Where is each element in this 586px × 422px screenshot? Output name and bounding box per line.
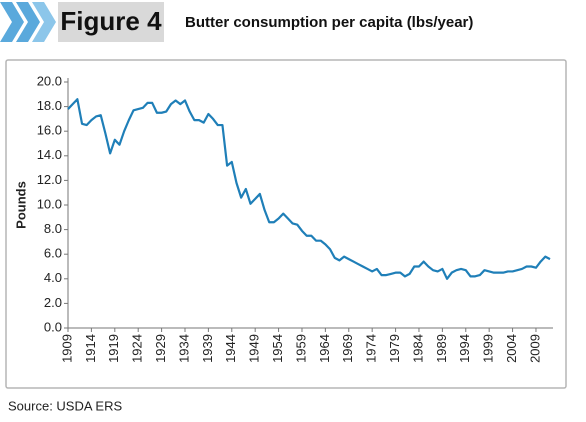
- data-line: [67, 98, 551, 280]
- x-tick-label: 1944: [223, 334, 238, 363]
- y-axis-label: Pounds: [13, 181, 28, 229]
- x-tick-label: 1969: [340, 334, 355, 363]
- source: Source: USDA ERS: [8, 398, 122, 413]
- y-tick-label: 0.0: [44, 319, 62, 334]
- figure-label-box: [58, 2, 164, 42]
- x-tick-label: 1984: [410, 334, 425, 363]
- y-tick-label: 18.0: [37, 98, 62, 113]
- chart-title: Butter consumption per capita (lbs/year): [185, 14, 473, 31]
- x-tick-label: 1989: [434, 334, 449, 363]
- x-tick-label: 1999: [481, 334, 496, 363]
- x-tick-label: 1934: [176, 334, 191, 363]
- y-tick-label: 8.0: [44, 221, 62, 236]
- x-tick-label: 1979: [387, 334, 402, 363]
- x-tick-label: 1929: [153, 334, 168, 363]
- y-tick-label: 2.0: [44, 295, 62, 310]
- x-tick-label: 1939: [200, 334, 215, 363]
- x-tick-label: 2009: [527, 334, 542, 363]
- x-tick-label: 1919: [106, 334, 121, 363]
- x-tick-label: 1909: [59, 334, 74, 363]
- x-tick-label: 1994: [457, 334, 472, 363]
- chart-frame: [5, 59, 567, 389]
- y-tick-label: 12.0: [37, 172, 62, 187]
- figure-label: Figure 4: [60, 6, 162, 36]
- x-tick-label: 1974: [364, 334, 379, 363]
- y-tick-label: 20.0: [37, 73, 62, 88]
- x-tick-label: 2004: [504, 334, 519, 363]
- y-tick-label: 16.0: [37, 123, 62, 138]
- y-tick-label: 4.0: [44, 270, 62, 285]
- y-tick-label: 14.0: [37, 147, 62, 162]
- y-tick-label: 10.0: [37, 196, 62, 211]
- x-tick-label: 1959: [293, 334, 308, 363]
- x-tick-label: 1954: [270, 334, 285, 363]
- x-tick-label: 1914: [83, 334, 98, 363]
- header-icon: [0, 2, 56, 42]
- x-tick-label: 1949: [247, 334, 262, 363]
- y-tick-label: 6.0: [44, 246, 62, 261]
- x-tick-label: 1924: [130, 334, 145, 363]
- x-tick-label: 1964: [317, 334, 332, 363]
